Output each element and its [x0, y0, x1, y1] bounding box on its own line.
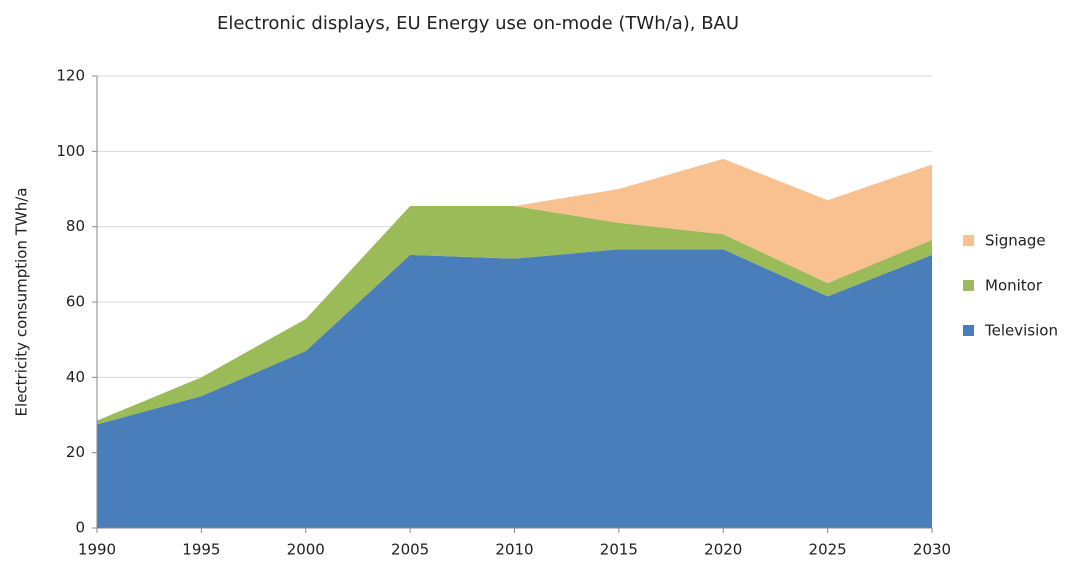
area [97, 249, 932, 528]
y-tick-label: 40 [66, 368, 85, 386]
x-tick-label: 2020 [704, 541, 742, 559]
y-tick-label: 120 [56, 67, 85, 85]
y-tick-label: 0 [75, 519, 85, 537]
legend-label: Signage [985, 232, 1046, 250]
x-tick-label: 2000 [287, 541, 325, 559]
legend-label: Television [984, 322, 1058, 340]
x-tick-label: 2025 [809, 541, 847, 559]
legend-swatch [963, 280, 974, 291]
x-tick-label: 2005 [391, 541, 429, 559]
x-tick-label: 1995 [182, 541, 220, 559]
y-tick-label: 60 [66, 293, 85, 311]
y-tick-label: 100 [56, 142, 85, 160]
area [97, 158, 932, 421]
x-tick-label: 2015 [600, 541, 638, 559]
area [97, 205, 932, 425]
legend-label: Monitor [985, 277, 1043, 295]
y-tick-label: 80 [66, 217, 85, 235]
x-tick-label: 2010 [495, 541, 533, 559]
chart-title: Electronic displays, EU Energy use on-mo… [217, 13, 739, 34]
y-axis-label: Electricity consumption TWh/a [13, 188, 31, 417]
x-tick-label: 2030 [913, 541, 951, 559]
legend-swatch [963, 325, 974, 336]
x-tick-label: 1990 [78, 541, 116, 559]
legend-swatch [963, 235, 974, 246]
y-tick-label: 20 [66, 443, 85, 461]
